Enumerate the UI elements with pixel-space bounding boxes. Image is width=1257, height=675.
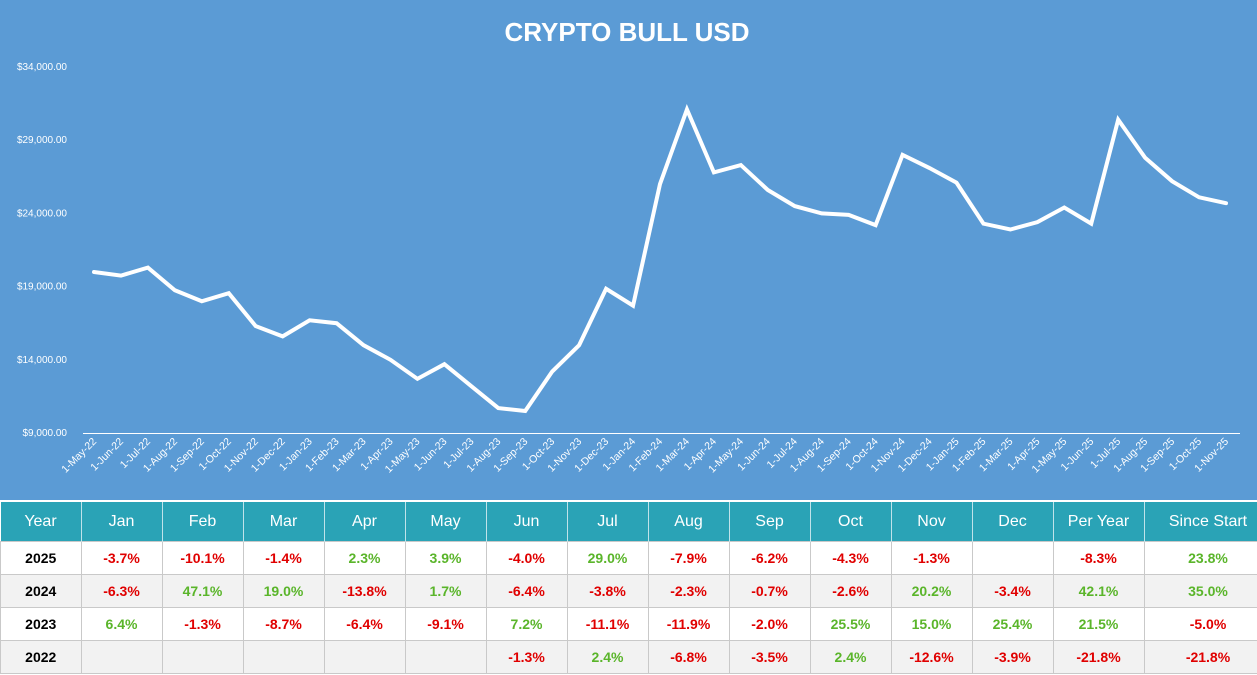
return-cell: 2.4% xyxy=(809,640,892,674)
header-mar: Mar xyxy=(243,502,325,542)
year-cell: 2024 xyxy=(0,574,82,608)
return-cell: -2.6% xyxy=(809,574,892,608)
header-may: May xyxy=(405,502,487,542)
return-cell: 25.4% xyxy=(971,607,1054,641)
return-cell: 42.1% xyxy=(1052,574,1145,608)
return-cell: -5.0% xyxy=(1143,607,1257,641)
return-cell: 7.2% xyxy=(485,607,568,641)
return-cell: -3.8% xyxy=(566,574,649,608)
return-cell: -13.8% xyxy=(323,574,406,608)
return-cell: -3.7% xyxy=(80,541,163,575)
table-row: 2023 6.4% -1.3% -8.7% -6.4% -9.1% 7.2% -11.1% -1… xyxy=(0,607,1257,641)
return-cell: -4.0% xyxy=(485,541,568,575)
y-tick-label: $29,000.00 xyxy=(17,135,67,146)
header-apr: Apr xyxy=(324,502,406,542)
return-cell: -1.3% xyxy=(485,640,568,674)
table-header-row: Year Jan Feb Mar Apr May Jun Jul Aug Sep Oct Nov Dec… xyxy=(0,502,1257,542)
return-cell: -21.8% xyxy=(1052,640,1145,674)
chart-title: CRYPTO BULL USD xyxy=(504,17,749,47)
header-since-start: Since Start xyxy=(1144,502,1257,542)
return-cell xyxy=(971,541,1054,575)
return-cell: -10.1% xyxy=(161,541,244,575)
return-cell: -4.3% xyxy=(809,541,892,575)
return-cell: 15.0% xyxy=(890,607,973,641)
return-cell: 23.8% xyxy=(1143,541,1257,575)
return-cell: -6.3% xyxy=(80,574,163,608)
return-cell: 2.3% xyxy=(323,541,406,575)
return-cell xyxy=(323,640,406,674)
y-tick-label: $24,000.00 xyxy=(17,208,67,219)
return-cell: -6.8% xyxy=(647,640,730,674)
monthly-returns-table: Year Jan Feb Mar Apr May Jun Jul Aug Sep Oct Nov Dec… xyxy=(0,502,1257,674)
return-cell: -9.1% xyxy=(404,607,487,641)
table-row: 2022 -1.3% 2.4% -6.8% -3.5% 2.4% -12.6% -3.9% -2… xyxy=(0,640,1257,674)
return-cell xyxy=(161,640,244,674)
return-cell: -2.0% xyxy=(728,607,811,641)
year-cell: 2023 xyxy=(0,607,82,641)
table-row: 2024 -6.3% 47.1% 19.0% -13.8% 1.7% -6.4% -3.8% -… xyxy=(0,574,1257,608)
return-cell: 6.4% xyxy=(80,607,163,641)
return-cell: -3.4% xyxy=(971,574,1054,608)
return-cell xyxy=(242,640,325,674)
return-cell: -12.6% xyxy=(890,640,973,674)
year-cell: 2025 xyxy=(0,541,82,575)
return-cell: 29.0% xyxy=(566,541,649,575)
drop-lines xyxy=(93,109,1227,433)
return-cell: 21.5% xyxy=(1052,607,1145,641)
y-tick-label: $9,000.00 xyxy=(23,428,68,439)
return-cell: -3.5% xyxy=(728,640,811,674)
chart-area: CRYPTO BULL USD $9,000.00 $14,000.00 $19,0… xyxy=(0,0,1257,500)
year-cell: 2022 xyxy=(0,640,82,674)
header-aug: Aug xyxy=(648,502,730,542)
header-dec: Dec xyxy=(972,502,1054,542)
return-cell xyxy=(80,640,163,674)
return-cell: 2.4% xyxy=(566,640,649,674)
return-cell: -6.4% xyxy=(323,607,406,641)
header-jan: Jan xyxy=(81,502,163,542)
return-cell: -2.3% xyxy=(647,574,730,608)
chart-background xyxy=(0,0,1257,500)
series-line xyxy=(92,104,1228,414)
header-feb: Feb xyxy=(162,502,244,542)
header-per-year: Per Year xyxy=(1053,502,1145,542)
return-cell: -11.1% xyxy=(566,607,649,641)
y-axis: $9,000.00 $14,000.00 $19,000.00 $24,000.00 $… xyxy=(17,62,67,439)
y-tick-label: $14,000.00 xyxy=(17,355,67,366)
y-tick-label: $19,000.00 xyxy=(17,282,67,293)
table-row: 2025 -3.7% -10.1% -1.4% 2.3% 3.9% -4.0% 29.0% -7… xyxy=(0,541,1257,575)
return-cell: -8.3% xyxy=(1052,541,1145,575)
header-jun: Jun xyxy=(486,502,568,542)
return-cell: -7.9% xyxy=(647,541,730,575)
return-cell: -21.8% xyxy=(1143,640,1257,674)
return-cell: -1.4% xyxy=(242,541,325,575)
return-cell: -0.7% xyxy=(728,574,811,608)
table-body: 2025 -3.7% -10.1% -1.4% 2.3% 3.9% -4.0% 29.0% -7… xyxy=(0,541,1257,674)
return-cell: -11.9% xyxy=(647,607,730,641)
return-cell: -6.2% xyxy=(728,541,811,575)
header-nov: Nov xyxy=(891,502,973,542)
header-jul: Jul xyxy=(567,502,649,542)
return-cell: 20.2% xyxy=(890,574,973,608)
header-year: Year xyxy=(0,502,82,542)
header-oct: Oct xyxy=(810,502,892,542)
return-cell: 25.5% xyxy=(809,607,892,641)
return-cell: 19.0% xyxy=(242,574,325,608)
return-cell: -1.3% xyxy=(890,541,973,575)
return-cell: -6.4% xyxy=(485,574,568,608)
price-line xyxy=(92,104,1228,414)
return-cell: 3.9% xyxy=(404,541,487,575)
return-cell: -3.9% xyxy=(971,640,1054,674)
return-cell xyxy=(404,640,487,674)
return-cell: 1.7% xyxy=(404,574,487,608)
return-cell: -1.3% xyxy=(161,607,244,641)
return-cell: 47.1% xyxy=(161,574,244,608)
y-tick-label: $34,000.00 xyxy=(17,62,67,73)
header-sep: Sep xyxy=(729,502,811,542)
return-cell: -8.7% xyxy=(242,607,325,641)
return-cell: 35.0% xyxy=(1143,574,1257,608)
line-chart: CRYPTO BULL USD $9,000.00 $14,000.00 $19,0… xyxy=(0,0,1257,500)
